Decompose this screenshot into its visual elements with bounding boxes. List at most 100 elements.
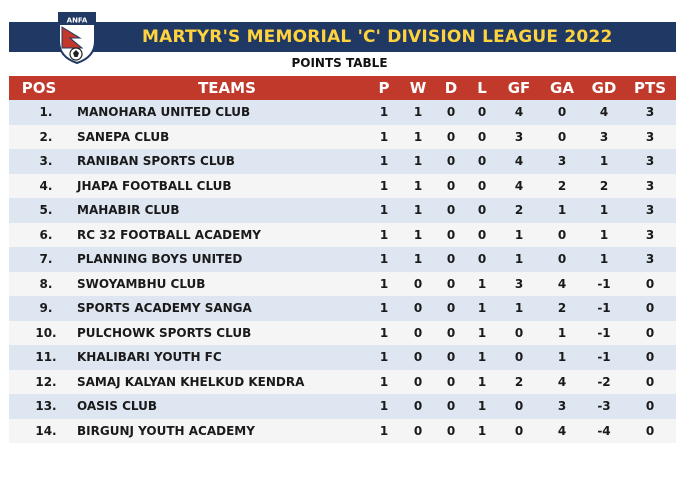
cell-pos: 6. xyxy=(39,227,53,242)
cell-goal-difference: 3 xyxy=(599,129,609,144)
cell-pos: 11. xyxy=(35,350,57,365)
cell-pos: 13. xyxy=(35,399,57,414)
cell-pos: 10. xyxy=(35,325,57,340)
cell-points: 3 xyxy=(645,203,655,218)
cell-goal-difference: -1 xyxy=(597,276,611,291)
cell-points: 3 xyxy=(645,178,655,193)
cell-team: MAHABIR CLUB xyxy=(77,203,180,218)
table-row: 1. MANOHARA UNITED CLUB 1 1 0 0 4 0 4 3 xyxy=(9,100,676,125)
table-row: 10. PULCHOWK SPORTS CLUB 1 0 0 1 0 1 -1 0 xyxy=(9,320,676,345)
cell-goal-difference: -4 xyxy=(597,423,611,438)
cell-goals-for: 1 xyxy=(514,227,524,242)
table-row: 3. RANIBAN SPORTS CLUB 1 1 0 0 4 3 1 3 xyxy=(9,149,676,174)
cell-goals-for: 2 xyxy=(514,203,524,218)
table-row: 5. MAHABIR CLUB 1 1 0 0 2 1 1 3 xyxy=(9,198,676,223)
cell-goals-for: 2 xyxy=(514,374,524,389)
cell-played: 1 xyxy=(379,374,389,389)
table-header-row: POS TEAMS P W D L GF GA GD PTS xyxy=(9,76,676,100)
cell-goal-difference: -1 xyxy=(597,325,611,340)
cell-goals-against: 0 xyxy=(557,105,567,120)
cell-goals-for: 4 xyxy=(514,178,524,193)
cell-goals-for: 4 xyxy=(514,105,524,120)
cell-lost: 1 xyxy=(477,325,487,340)
cell-pos: 14. xyxy=(35,423,57,438)
cell-drawn: 0 xyxy=(446,227,456,242)
header-teams: TEAMS xyxy=(198,79,256,97)
cell-won: 1 xyxy=(413,129,423,144)
cell-team: RANIBAN SPORTS CLUB xyxy=(77,154,235,169)
subtitle-text: POINTS TABLE xyxy=(291,56,388,70)
cell-won: 0 xyxy=(413,374,423,389)
cell-goal-difference: -2 xyxy=(597,374,611,389)
cell-points: 0 xyxy=(645,399,655,414)
cell-pos: 2. xyxy=(39,129,53,144)
cell-goals-against: 2 xyxy=(557,178,567,193)
logo-text: ANFA xyxy=(67,17,88,25)
cell-goals-for: 3 xyxy=(514,276,524,291)
header-gd: GD xyxy=(591,79,617,97)
cell-points: 3 xyxy=(645,105,655,120)
cell-goal-difference: 1 xyxy=(599,154,609,169)
cell-won: 1 xyxy=(413,105,423,120)
cell-team: RC 32 FOOTBALL ACADEMY xyxy=(77,227,261,242)
cell-goals-for: 1 xyxy=(514,252,524,267)
cell-won: 0 xyxy=(413,325,423,340)
cell-goals-against: 4 xyxy=(557,276,567,291)
table-row: 7. PLANNING BOYS UNITED 1 1 0 0 1 0 1 3 xyxy=(9,247,676,272)
cell-played: 1 xyxy=(379,129,389,144)
cell-goals-for: 0 xyxy=(514,423,524,438)
cell-team: KHALIBARI YOUTH FC xyxy=(77,350,222,365)
cell-team: BIRGUNJ YOUTH ACADEMY xyxy=(77,423,255,438)
cell-goals-for: 3 xyxy=(514,129,524,144)
cell-drawn: 0 xyxy=(446,129,456,144)
cell-team: SANEPA CLUB xyxy=(77,129,170,144)
cell-points: 0 xyxy=(645,350,655,365)
cell-pos: 12. xyxy=(35,374,57,389)
cell-points: 0 xyxy=(645,301,655,316)
cell-lost: 0 xyxy=(477,227,487,242)
cell-pos: 8. xyxy=(39,276,53,291)
cell-won: 1 xyxy=(413,154,423,169)
cell-points: 3 xyxy=(645,129,655,144)
cell-won: 0 xyxy=(413,399,423,414)
cell-team: OASIS CLUB xyxy=(77,399,158,414)
cell-team: SWOYAMBHU CLUB xyxy=(77,276,206,291)
cell-lost: 0 xyxy=(477,154,487,169)
anfa-logo-icon: ANFA xyxy=(58,12,96,65)
cell-points: 0 xyxy=(645,374,655,389)
header-ga: GA xyxy=(550,79,574,97)
points-table: POS TEAMS P W D L GF GA GD PTS 1. MANOHAR… xyxy=(9,76,676,443)
cell-lost: 0 xyxy=(477,203,487,218)
cell-drawn: 0 xyxy=(446,178,456,193)
cell-goals-against: 0 xyxy=(557,129,567,144)
cell-won: 1 xyxy=(413,252,423,267)
header-gf: GF xyxy=(507,79,531,97)
cell-lost: 1 xyxy=(477,399,487,414)
table-row: 2. SANEPA CLUB 1 1 0 0 3 0 3 3 xyxy=(9,124,676,149)
cell-points: 3 xyxy=(645,252,655,267)
cell-played: 1 xyxy=(379,350,389,365)
cell-goals-for: 0 xyxy=(514,325,524,340)
cell-played: 1 xyxy=(379,423,389,438)
header-d: D xyxy=(444,79,458,97)
cell-won: 0 xyxy=(413,301,423,316)
page-title: MARTYR'S MEMORIAL 'C' DIVISION LEAGUE 20… xyxy=(142,27,613,47)
cell-points: 3 xyxy=(645,154,655,169)
cell-played: 1 xyxy=(379,178,389,193)
cell-played: 1 xyxy=(379,301,389,316)
cell-goal-difference: 1 xyxy=(599,252,609,267)
cell-drawn: 0 xyxy=(446,399,456,414)
cell-drawn: 0 xyxy=(446,350,456,365)
cell-team: SAMAJ KALYAN KHELKUD KENDRA xyxy=(77,374,305,389)
cell-drawn: 0 xyxy=(446,105,456,120)
cell-team: JHAPA FOOTBALL CLUB xyxy=(77,178,232,193)
cell-points: 0 xyxy=(645,423,655,438)
cell-drawn: 0 xyxy=(446,276,456,291)
cell-goal-difference: -1 xyxy=(597,350,611,365)
table-row: 12. SAMAJ KALYAN KHELKUD KENDRA 1 0 0 1 2 4 -2 0 xyxy=(9,369,676,394)
cell-drawn: 0 xyxy=(446,374,456,389)
cell-goals-for: 4 xyxy=(514,154,524,169)
cell-lost: 0 xyxy=(477,178,487,193)
cell-goals-for: 0 xyxy=(514,350,524,365)
cell-goals-for: 1 xyxy=(514,301,524,316)
